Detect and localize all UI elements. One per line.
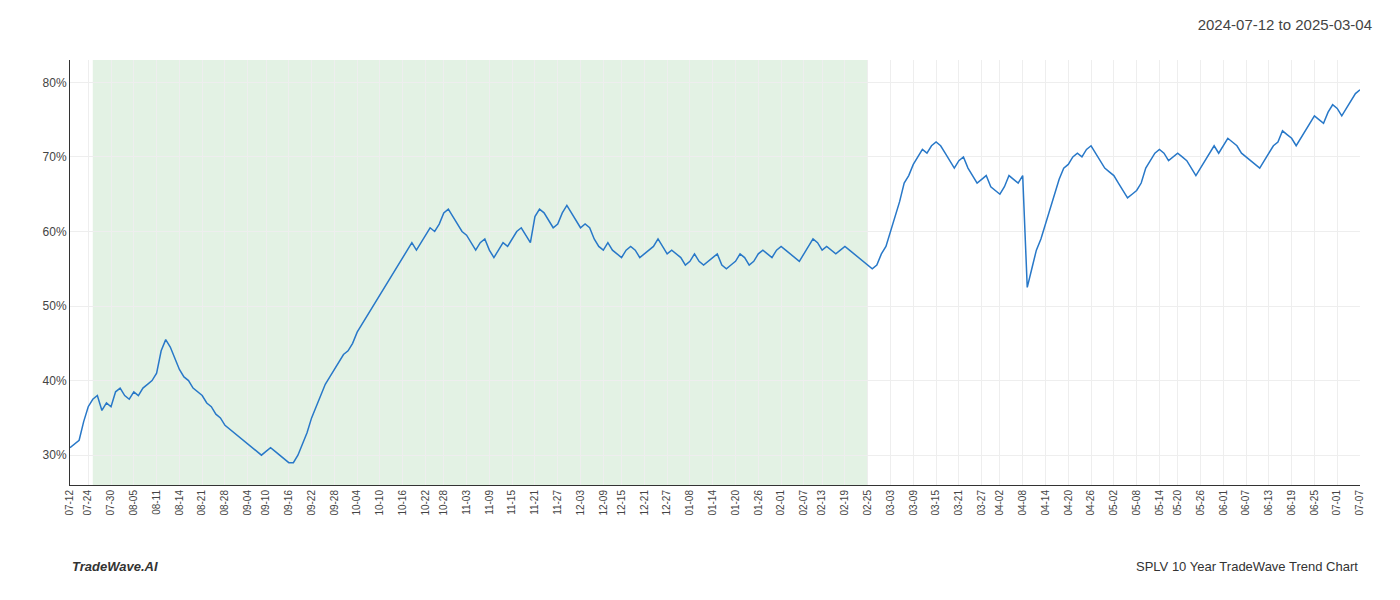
svg-text:04-20: 04-20: [1063, 490, 1074, 516]
svg-text:02-07: 02-07: [798, 490, 809, 516]
svg-text:12-15: 12-15: [616, 490, 627, 516]
svg-text:12-09: 12-09: [598, 490, 609, 516]
svg-text:07-12: 07-12: [64, 490, 75, 516]
svg-text:04-08: 04-08: [1017, 490, 1028, 516]
svg-text:01-26: 01-26: [753, 490, 764, 516]
svg-text:02-13: 02-13: [816, 490, 827, 516]
svg-text:08-28: 08-28: [219, 490, 230, 516]
svg-text:TradeWave.AI: TradeWave.AI: [72, 559, 158, 574]
svg-text:08-14: 08-14: [174, 490, 185, 516]
svg-text:12-27: 12-27: [661, 490, 672, 516]
svg-text:08-11: 08-11: [151, 490, 162, 515]
svg-text:09-28: 09-28: [329, 490, 340, 516]
svg-text:07-01: 07-01: [1331, 490, 1342, 516]
svg-text:12-21: 12-21: [639, 490, 650, 516]
svg-text:70%: 70%: [43, 150, 67, 164]
svg-text:01-20: 01-20: [730, 490, 741, 516]
svg-text:05-14: 05-14: [1154, 490, 1165, 516]
svg-text:07-07: 07-07: [1354, 490, 1365, 516]
svg-text:12-03: 12-03: [575, 490, 586, 516]
svg-text:10-04: 10-04: [351, 490, 362, 516]
svg-text:80%: 80%: [43, 76, 67, 90]
svg-text:05-26: 05-26: [1195, 490, 1206, 516]
svg-text:11-09: 11-09: [484, 490, 495, 515]
svg-text:05-02: 05-02: [1108, 490, 1119, 516]
svg-text:SPLV 10 Year TradeWave Trend C: SPLV 10 Year TradeWave Trend Chart: [1136, 559, 1358, 574]
svg-text:05-08: 05-08: [1131, 490, 1142, 516]
svg-text:04-26: 04-26: [1085, 490, 1096, 516]
svg-text:09-10: 09-10: [260, 490, 271, 516]
svg-text:01-08: 01-08: [684, 490, 695, 516]
svg-text:11-21: 11-21: [529, 490, 540, 515]
svg-text:06-07: 06-07: [1240, 490, 1251, 516]
svg-text:06-19: 06-19: [1286, 490, 1297, 516]
svg-text:02-25: 02-25: [862, 490, 873, 516]
svg-text:06-13: 06-13: [1263, 490, 1274, 516]
svg-text:09-22: 09-22: [306, 490, 317, 516]
svg-text:04-02: 04-02: [994, 490, 1005, 516]
svg-text:40%: 40%: [43, 374, 67, 388]
svg-text:04-14: 04-14: [1040, 490, 1051, 516]
svg-text:10-28: 10-28: [438, 490, 449, 516]
svg-text:03-21: 03-21: [953, 490, 964, 516]
svg-text:10-22: 10-22: [420, 490, 431, 516]
svg-text:02-19: 02-19: [839, 490, 850, 516]
svg-text:03-15: 03-15: [930, 490, 941, 516]
svg-text:06-01: 06-01: [1218, 490, 1229, 516]
svg-text:11-27: 11-27: [552, 490, 563, 515]
svg-text:08-21: 08-21: [196, 490, 207, 516]
svg-text:30%: 30%: [43, 448, 67, 462]
svg-text:07-24: 07-24: [82, 490, 93, 516]
svg-text:60%: 60%: [43, 225, 67, 239]
svg-text:03-27: 03-27: [976, 490, 987, 516]
svg-text:11-03: 11-03: [461, 490, 472, 515]
svg-text:08-05: 08-05: [128, 490, 139, 516]
svg-text:07-30: 07-30: [105, 490, 116, 516]
svg-text:06-25: 06-25: [1309, 490, 1320, 516]
svg-text:11-15: 11-15: [506, 490, 517, 515]
svg-text:10-10: 10-10: [374, 490, 385, 516]
svg-text:2024-07-12 to 2025-03-04: 2024-07-12 to 2025-03-04: [1198, 16, 1372, 33]
svg-text:09-16: 09-16: [283, 490, 294, 516]
svg-text:50%: 50%: [43, 299, 67, 313]
svg-text:03-09: 03-09: [908, 490, 919, 516]
svg-text:02-01: 02-01: [775, 490, 786, 516]
svg-text:03-03: 03-03: [885, 490, 896, 516]
svg-text:09-04: 09-04: [242, 490, 253, 516]
svg-text:10-16: 10-16: [397, 490, 408, 516]
svg-text:01-14: 01-14: [707, 490, 718, 516]
svg-text:05-20: 05-20: [1172, 490, 1183, 516]
